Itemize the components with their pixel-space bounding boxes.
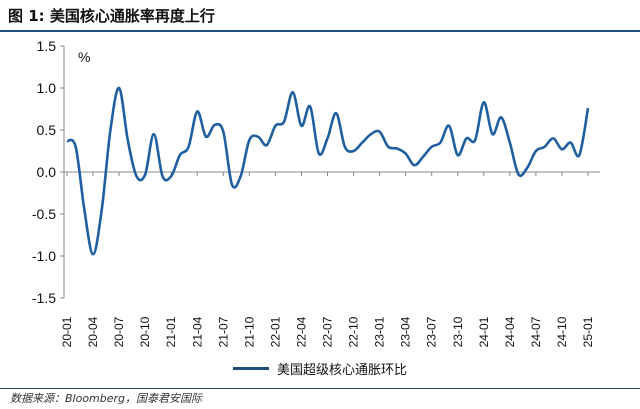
y-tick-label: -0.5 — [32, 206, 56, 222]
line-chart: 1.5 1.0 0.5 0.0 -0.5 -1.0 -1.5 20-01 20-04 20-07… — [32, 38, 600, 347]
x-axis: 20-01 20-04 20-07 20-10 21-01 21-04 21-07 21-10… — [60, 171, 600, 347]
x-tick-label: 22-10 — [347, 316, 361, 347]
x-tick-label: 20-07 — [112, 316, 126, 347]
x-tick-label: 24-07 — [529, 316, 543, 347]
footer-divider — [0, 388, 640, 389]
x-tick-label: 24-01 — [477, 316, 491, 347]
x-tick-label: 21-01 — [164, 316, 178, 347]
x-tick-label: 23-01 — [373, 316, 387, 347]
y-tick-label: 0.0 — [37, 164, 57, 180]
x-tick-label: 24-04 — [503, 316, 517, 347]
chart-title: 图 1: 美国核心通胀率再度上行 — [8, 7, 215, 25]
x-tick-label: 23-10 — [451, 316, 465, 347]
x-tick-label: 20-01 — [60, 316, 74, 347]
x-tick-label: 25-01 — [581, 316, 595, 347]
x-tick-label: 21-10 — [242, 316, 256, 347]
x-tick-label: 21-04 — [190, 316, 204, 347]
source-note: 数据来源：Bloomberg，国泰君安国际 — [10, 392, 203, 405]
title-divider — [0, 30, 640, 32]
series-layer — [66, 86, 590, 256]
y-tick-label: 1.0 — [37, 80, 57, 96]
y-unit-label: % — [78, 49, 90, 65]
x-tick-label: 22-04 — [294, 316, 308, 347]
y-tick-label: -1.0 — [32, 248, 56, 264]
series-line-super-core-inflation — [66, 86, 590, 256]
x-tick-label: 22-01 — [268, 316, 282, 347]
y-tick-label: 0.5 — [37, 122, 57, 138]
legend-swatch — [232, 366, 269, 370]
x-tick-label: 21-07 — [216, 316, 230, 347]
x-tick-label: 23-07 — [425, 316, 439, 347]
y-tick-label: -1.5 — [32, 290, 56, 306]
x-tick-label: 24-10 — [555, 316, 569, 347]
y-tick-label: 1.5 — [37, 38, 57, 54]
y-axis: 1.5 1.0 0.5 0.0 -0.5 -1.0 -1.5 — [32, 38, 65, 306]
legend-label: 美国超级核心通胀环比 — [276, 362, 407, 378]
x-tick-label: 20-04 — [86, 316, 100, 347]
x-tick-label: 23-04 — [399, 316, 413, 347]
x-tick-label: 20-10 — [138, 316, 152, 347]
x-tick-label: 22-07 — [321, 316, 335, 347]
legend: 美国超级核心通胀环比 — [0, 356, 640, 380]
